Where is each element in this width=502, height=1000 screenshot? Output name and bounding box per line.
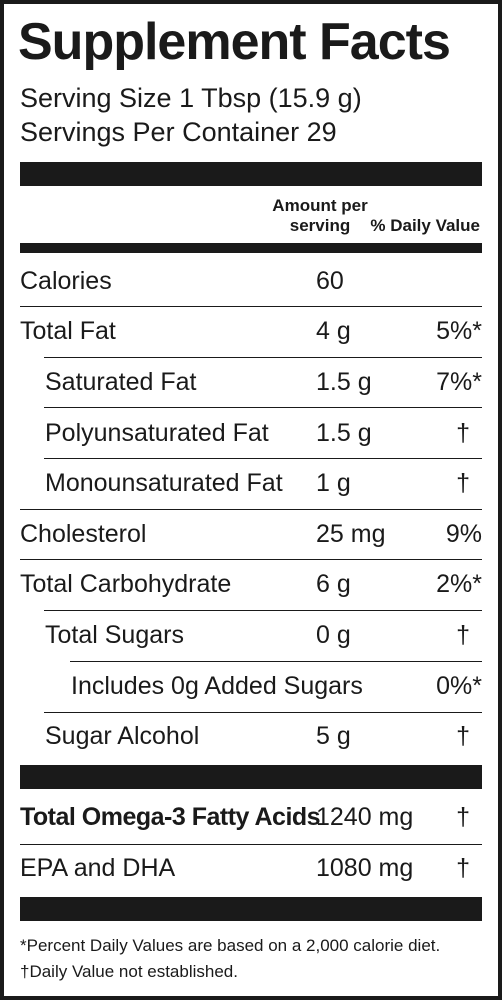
nutrient-amount: 1240 mg	[316, 803, 414, 831]
servings-per-container: Servings Per Container 29	[20, 117, 337, 147]
nutrient-daily-value: 9%	[445, 520, 482, 548]
nutrient-amount: 1080 mg	[316, 854, 414, 882]
nutrient-amount: 1.5 g	[316, 368, 372, 396]
nutrient-amount: 1 g	[316, 469, 351, 497]
nutrient-row-monounsaturated-fat: Monounsaturated Fat 1 g †	[20, 461, 482, 507]
nutrient-daily-value: 0%*	[436, 672, 482, 700]
nutrient-daily-value: †	[456, 419, 470, 447]
nutrient-daily-value: †	[456, 722, 470, 750]
header-amount-per-serving: Amount per serving	[272, 196, 368, 235]
nutrient-name: Saturated Fat	[45, 368, 197, 396]
nutrient-daily-value: †	[456, 469, 470, 497]
nutrient-row-total-carbohydrate: Total Carbohydrate 6 g 2%*	[20, 562, 482, 608]
footnote-percent-daily-values: *Percent Daily Values are based on a 2,0…	[20, 936, 441, 955]
row-separator	[20, 509, 482, 510]
nutrient-row-polyunsaturated-fat: Polyunsaturated Fat 1.5 g †	[20, 411, 482, 457]
label-title: Supplement Facts	[18, 13, 451, 71]
nutrient-amount: 6 g	[316, 570, 351, 598]
nutrient-row-cholesterol: Cholesterol 25 mg 9%	[20, 512, 482, 558]
nutrient-amount: 25 mg	[316, 520, 386, 548]
nutrient-amount: 0 g	[316, 621, 351, 649]
nutrient-amount: 4 g	[316, 317, 351, 345]
nutrient-row-total-sugars: Total Sugars 0 g †	[20, 613, 482, 659]
nutrient-amount: 60	[316, 267, 344, 295]
row-separator	[70, 661, 482, 662]
nutrient-name: Total Omega-3 Fatty Acids	[20, 803, 321, 831]
nutrient-daily-value: 7%*	[436, 368, 482, 396]
row-separator	[20, 306, 482, 307]
nutrient-daily-value: †	[456, 803, 470, 831]
medium-divider	[20, 243, 482, 253]
nutrient-name: Monounsaturated Fat	[45, 469, 283, 497]
nutrient-amount: 1.5 g	[316, 419, 372, 447]
nutrient-name: Cholesterol	[20, 520, 147, 548]
omega-row-total-omega-3: Total Omega-3 Fatty Acids 1240 mg †	[20, 795, 482, 841]
row-separator	[20, 559, 482, 560]
thick-divider-middle	[20, 765, 482, 789]
nutrient-name: Sugar Alcohol	[45, 722, 200, 750]
row-separator	[44, 458, 482, 459]
nutrient-name: Total Sugars	[45, 621, 184, 649]
serving-size: Serving Size 1 Tbsp (15.9 g)	[20, 83, 362, 113]
nutrient-name: Polyunsaturated Fat	[45, 419, 269, 447]
row-separator	[44, 407, 482, 408]
footnote-dagger: †Daily Value not established.	[20, 962, 238, 981]
nutrient-row-sugar-alcohol: Sugar Alcohol 5 g †	[20, 714, 482, 760]
row-separator	[44, 712, 482, 713]
row-separator	[44, 357, 482, 358]
nutrient-name: Total Carbohydrate	[20, 570, 232, 598]
nutrient-amount: 5 g	[316, 722, 351, 750]
nutrient-row-total-fat: Total Fat 4 g 5%*	[20, 309, 482, 355]
thick-divider-top	[20, 162, 482, 186]
omega-row-epa-dha: EPA and DHA 1080 mg †	[20, 846, 482, 892]
thick-divider-bottom	[20, 897, 482, 921]
header-daily-value: % Daily Value	[370, 216, 480, 235]
nutrient-name: Total Fat	[20, 317, 116, 345]
row-separator	[44, 610, 482, 611]
nutrient-name: Includes 0g Added Sugars	[71, 672, 363, 700]
nutrient-row-added-sugars: Includes 0g Added Sugars 0%*	[20, 664, 482, 710]
nutrient-daily-value: †	[456, 854, 470, 882]
nutrient-row-saturated-fat: Saturated Fat 1.5 g 7%*	[20, 360, 482, 406]
nutrient-name: Calories	[20, 267, 112, 295]
nutrient-daily-value: 5%*	[436, 317, 482, 345]
nutrient-daily-value: †	[456, 621, 470, 649]
nutrient-row-calories: Calories 60	[20, 259, 482, 305]
nutrient-name: EPA and DHA	[20, 854, 176, 882]
nutrient-daily-value: 2%*	[436, 570, 482, 598]
row-separator	[20, 844, 482, 845]
